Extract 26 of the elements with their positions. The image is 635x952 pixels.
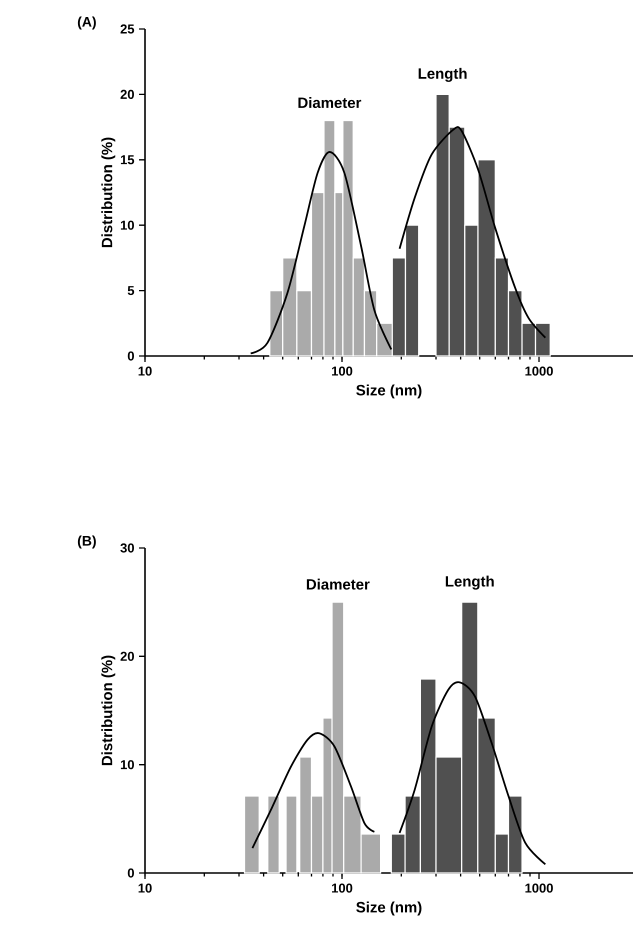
series-label: Diameter [298,97,362,108]
y-tick-label: 5 [128,286,134,296]
series-label: Length [418,68,467,82]
series-label: Diameter [306,578,370,590]
x-axis-title: Size (nm) [356,384,422,398]
x-tick-label: 1000 [525,884,553,893]
y-tick-label: 20 [120,652,134,661]
chart-title: (B) [78,536,96,549]
y-tick-label: 25 [120,24,134,34]
chart-title: (A) [78,16,96,30]
x-tick-label: 100 [332,884,352,893]
x-axis-title: Size (nm) [356,902,422,916]
x-tick-label: 1000 [525,366,553,376]
y-axis-title: Distribution (%) [101,138,116,248]
y-axis-title: Distribution (%) [101,656,116,766]
y-tick-label: 0 [128,868,134,878]
y-tick-label: 10 [120,220,134,230]
x-tick-label: 10 [138,366,152,376]
x-tick-label: 10 [138,884,152,893]
y-tick-label: 15 [120,155,134,164]
series-label: Length [446,576,494,590]
y-tick-label: 20 [120,90,134,99]
x-tick-label: 100 [332,366,352,376]
y-tick-label: 0 [128,351,134,361]
y-tick-label: 10 [120,760,134,770]
y-tick-label: 30 [120,543,134,553]
